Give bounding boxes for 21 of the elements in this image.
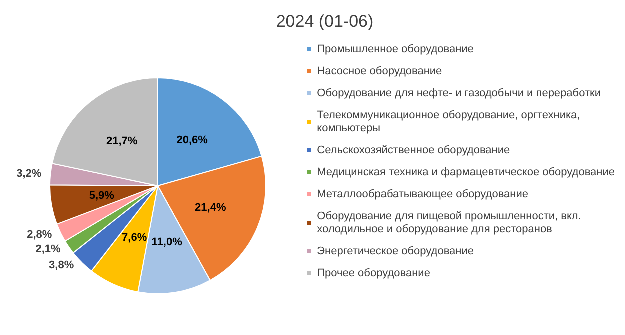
- data-label: 3,2%: [16, 168, 42, 180]
- data-label: 21,7%: [106, 136, 138, 148]
- data-label: 5,9%: [89, 190, 115, 202]
- legend-label: Оборудование для нефте- и газодобычи и переработки: [317, 88, 601, 100]
- legend-label: Медицинская техника и фармацевтическое оборудование: [317, 166, 616, 178]
- legend-label: Промышленное оборудование: [317, 44, 474, 56]
- legend-label: Энергетическое оборудование: [317, 246, 474, 258]
- legend-label: Металлообрабатывающее оборудование: [317, 188, 528, 200]
- data-label: 21,4%: [195, 202, 226, 214]
- chart-title: 2024 (01-06): [276, 12, 374, 31]
- data-label: 2,1%: [36, 244, 62, 256]
- legend-label: Сельскохозяйственное оборудование: [317, 144, 510, 156]
- legend-label: Оборудование для пищевой промышленности, вкл. холодильное и оборудование для ресторанов: [317, 210, 582, 236]
- data-label: 20,6%: [176, 134, 208, 147]
- data-label: 3,8%: [49, 260, 74, 272]
- data-label: 7,6%: [122, 232, 148, 244]
- legend-label: Телекоммуникационное оборудование, оргтехника, компьютеры: [317, 110, 580, 134]
- legend-label: Прочее оборудование: [317, 268, 430, 280]
- data-label: 2,8%: [27, 228, 52, 241]
- data-label: 11,0%: [152, 236, 183, 248]
- legend-label: Насосное оборудование: [317, 66, 442, 78]
